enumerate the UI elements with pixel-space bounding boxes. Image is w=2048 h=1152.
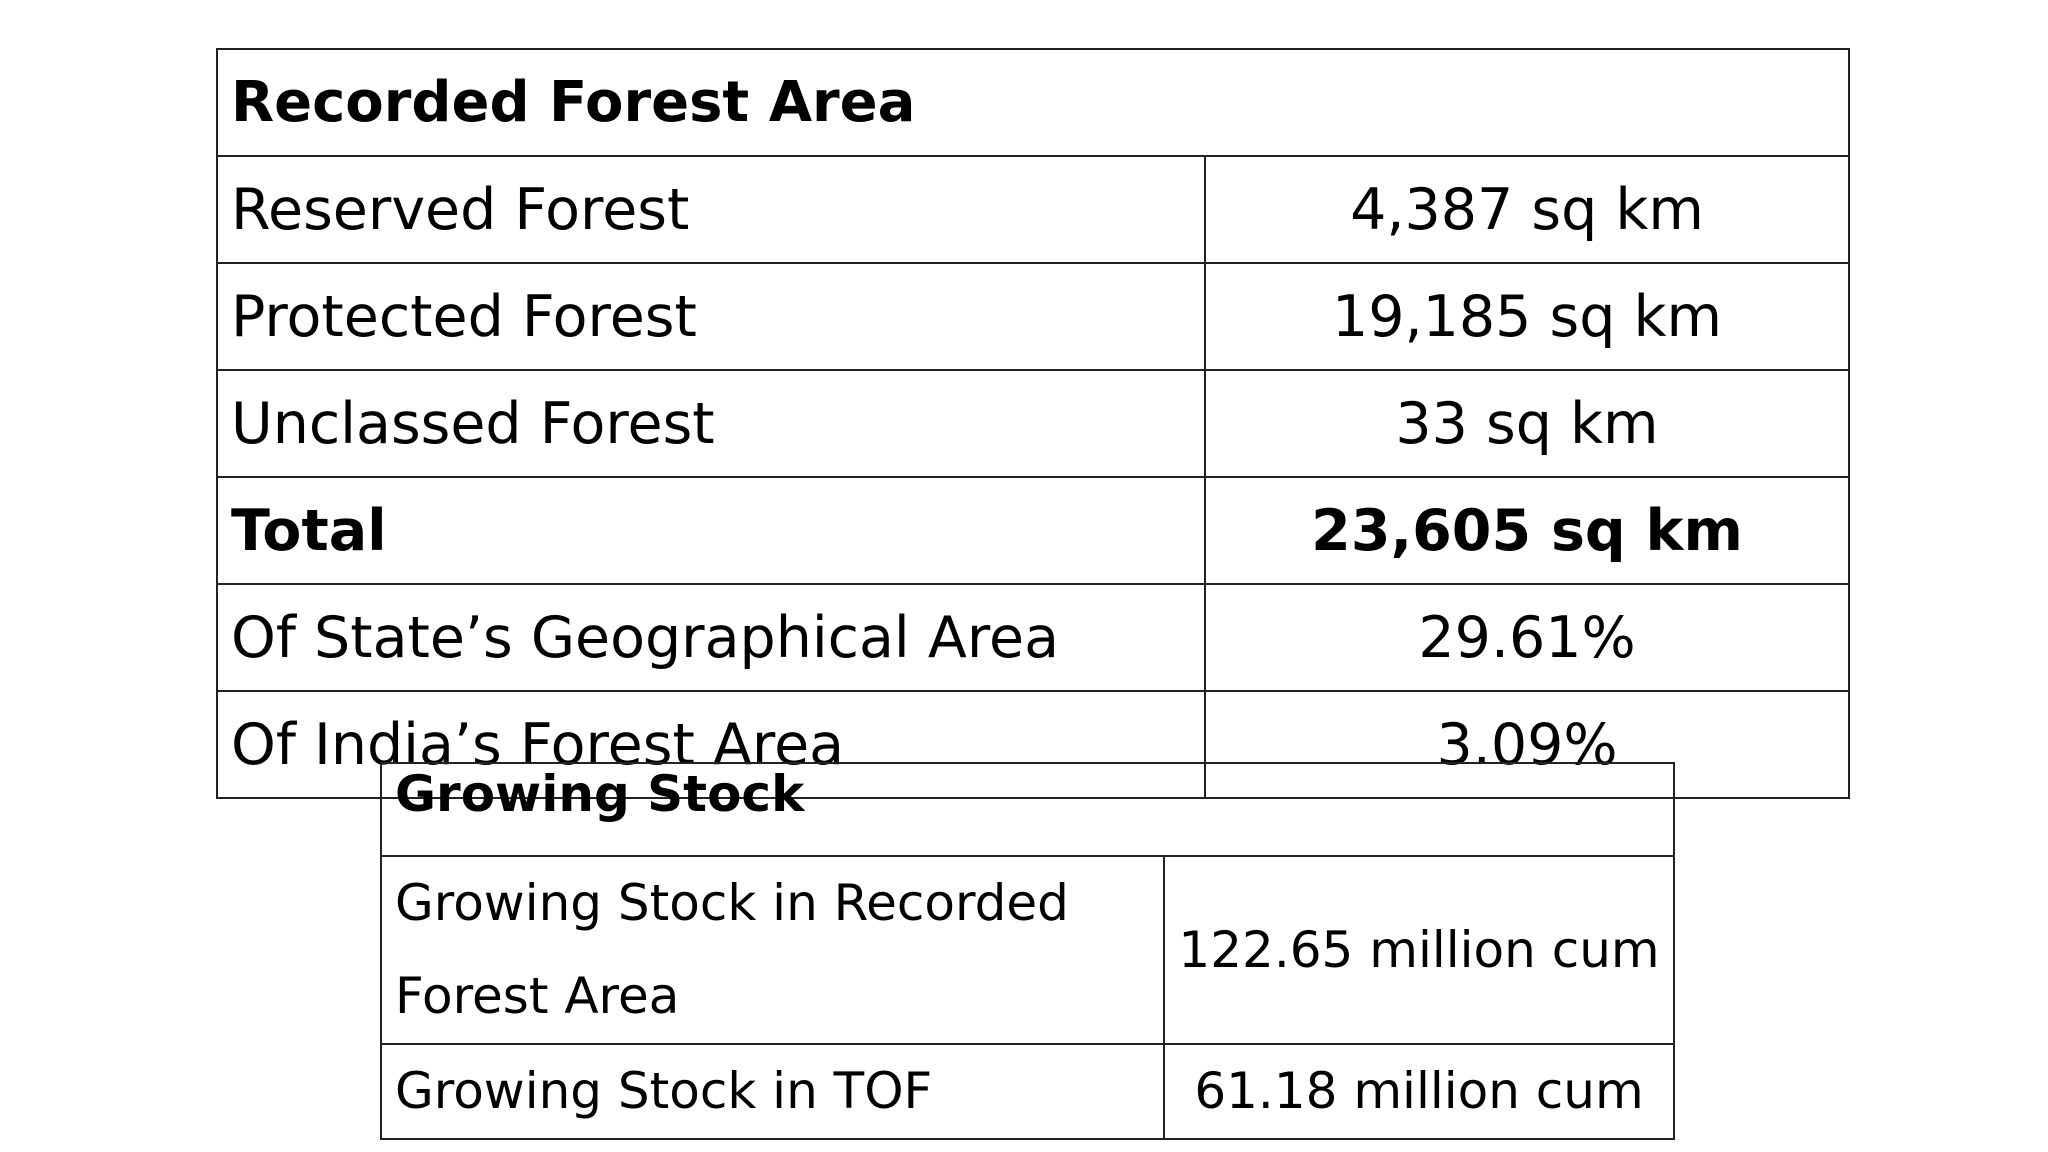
table-header-row: Recorded Forest Area [215,48,1851,157]
table-row: Growing Stock in TOF 61.18 million cum [380,1043,1676,1140]
table-title: Growing Stock [379,762,1676,857]
row-label: Growing Stock in TOF [380,1043,1165,1140]
table-row: Growing Stock in Recorded Forest Area 122… [380,855,1676,1045]
table-row: Protected Forest 19,185 sq km [216,262,1851,371]
row-value: 122.65 million cum [1162,855,1676,1045]
row-label: Total [216,476,1206,585]
row-value: 4,387 sq km [1203,155,1851,264]
row-value: 29.61% [1203,583,1851,692]
table-row: Unclassed Forest 33 sq km [216,369,1851,478]
row-label: Unclassed Forest [216,369,1206,478]
table-title: Recorded Forest Area [215,48,1851,157]
growing-stock-table: Growing Stock Growing Stock in Recorded … [379,762,1676,1140]
row-value: 33 sq km [1203,369,1851,478]
table-row: Reserved Forest 4,387 sq km [216,155,1851,264]
row-value: 23,605 sq km [1203,476,1851,585]
row-value: 61.18 million cum [1162,1043,1676,1140]
recorded-forest-table: Recorded Forest Area Reserved Forest 4,38… [215,48,1851,799]
table-row: Of State’s Geographical Area 29.61% [216,583,1851,692]
row-label: Reserved Forest [216,155,1206,264]
row-label: Protected Forest [216,262,1206,371]
row-label: Of State’s Geographical Area [216,583,1206,692]
total-row: Total 23,605 sq km [216,476,1851,585]
row-label: Growing Stock in Recorded Forest Area [380,855,1165,1045]
row-value: 19,185 sq km [1203,262,1851,371]
table-header-row: Growing Stock [379,762,1676,857]
